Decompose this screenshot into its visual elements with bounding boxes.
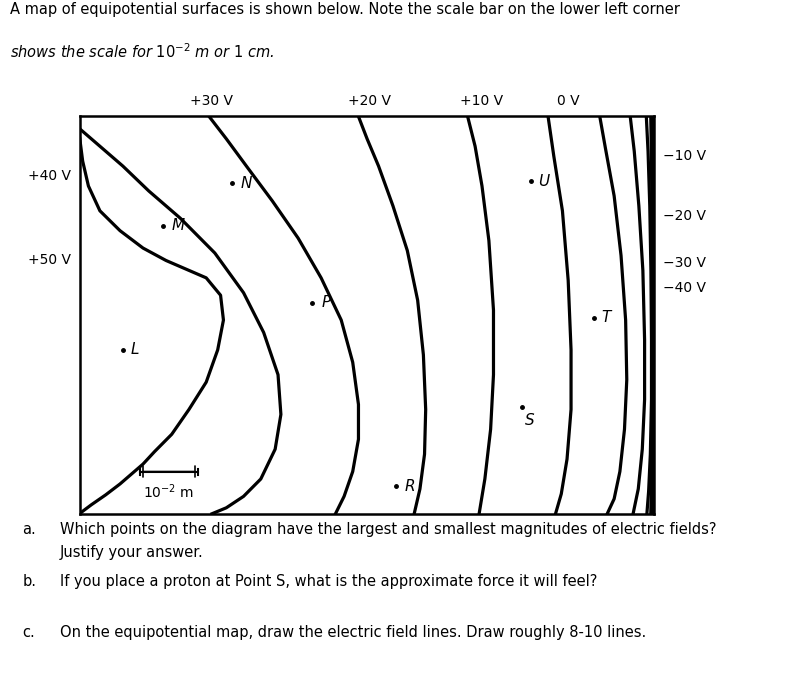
Text: N: N bbox=[241, 176, 252, 191]
Text: +30 V: +30 V bbox=[191, 94, 234, 108]
Text: Which points on the diagram have the largest and smallest magnitudes of electric: Which points on the diagram have the lar… bbox=[60, 522, 717, 537]
Text: +50 V: +50 V bbox=[28, 253, 71, 267]
Text: L: L bbox=[130, 342, 139, 358]
Text: If you place a proton at Point S, what is the approximate force it will feel?: If you place a proton at Point S, what i… bbox=[60, 574, 597, 588]
Text: +40 V: +40 V bbox=[28, 169, 71, 183]
Text: a.: a. bbox=[22, 522, 36, 537]
Text: U: U bbox=[539, 173, 550, 188]
Text: M: M bbox=[172, 219, 185, 233]
Text: 0 V: 0 V bbox=[557, 94, 579, 108]
Text: −20 V: −20 V bbox=[663, 209, 706, 223]
Text: −30 V: −30 V bbox=[663, 256, 706, 270]
Text: Justify your answer.: Justify your answer. bbox=[60, 545, 203, 560]
Text: +20 V: +20 V bbox=[349, 94, 392, 108]
Text: On the equipotential map, draw the electric field lines. Draw roughly 8-10 lines: On the equipotential map, draw the elect… bbox=[60, 625, 646, 640]
Text: shows the scale for $10^{-2}$ $m$ $or$ $1$ $cm$.: shows the scale for $10^{-2}$ $m$ $or$ $… bbox=[10, 42, 275, 62]
Text: b.: b. bbox=[22, 574, 37, 588]
Text: T: T bbox=[601, 310, 610, 325]
Text: R: R bbox=[405, 479, 415, 494]
Text: P: P bbox=[321, 295, 330, 310]
Text: c.: c. bbox=[22, 625, 35, 640]
Text: S: S bbox=[525, 413, 535, 428]
Text: +10 V: +10 V bbox=[460, 94, 504, 108]
Text: $10^{-2}$ m: $10^{-2}$ m bbox=[143, 482, 195, 501]
Text: A map of equipotential surfaces is shown below. Note the scale bar on the lower : A map of equipotential surfaces is shown… bbox=[10, 2, 680, 16]
Text: −10 V: −10 V bbox=[663, 149, 706, 163]
Text: −40 V: −40 V bbox=[663, 281, 706, 295]
